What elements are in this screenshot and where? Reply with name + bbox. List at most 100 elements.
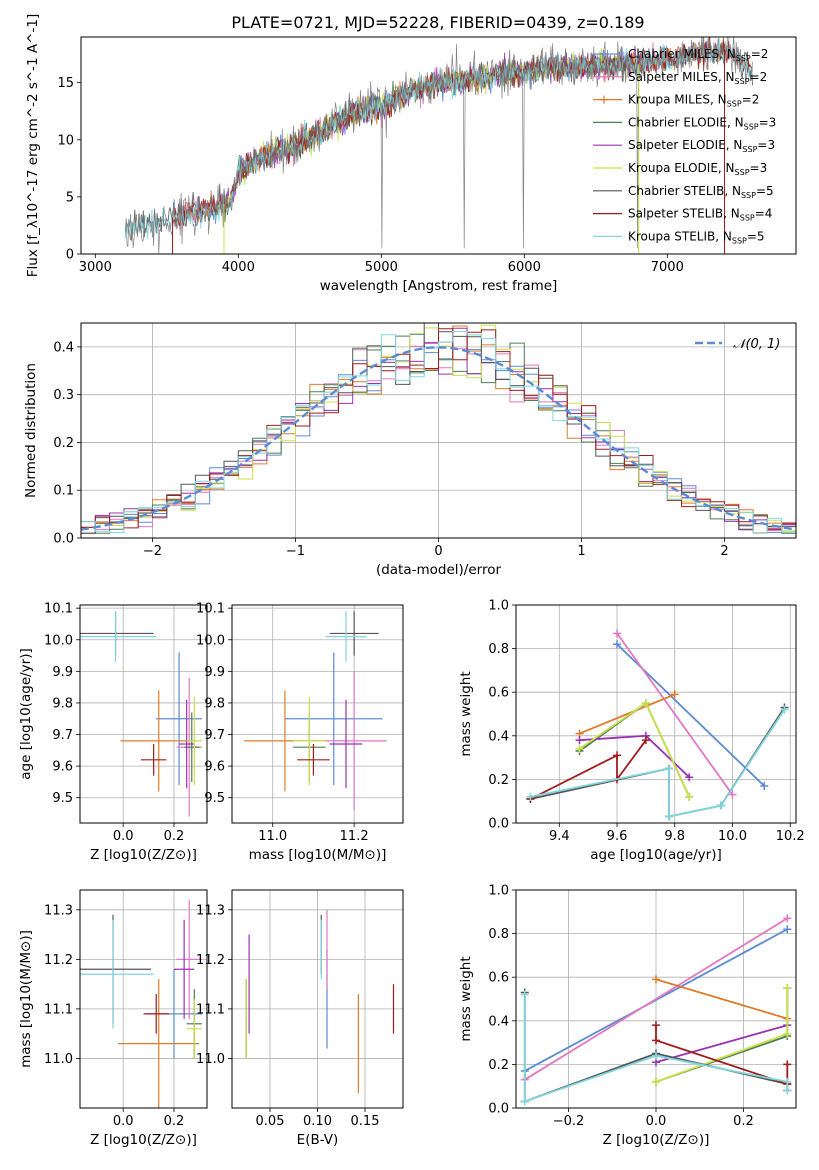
age_vs_mass-ytick-label: 10.1 xyxy=(196,602,225,617)
residuals-ytick-label: 0.4 xyxy=(53,340,74,355)
figure-title: PLATE=0721, MJD=52228, FIBERID=0439, z=0… xyxy=(231,13,644,32)
legend-sub-rest: =2 xyxy=(742,93,760,107)
series-marker-kroupa_stelib xyxy=(526,792,535,801)
mass_vs_Z-ytick-label: 11.0 xyxy=(44,1052,73,1067)
series-marker-kroupa_elodie xyxy=(641,699,650,708)
series-line-kroupa_miles xyxy=(655,978,788,1020)
legend-sub-rest: =2 xyxy=(750,70,768,84)
series-marker-salpeter_elodie xyxy=(575,736,584,745)
spectrum-ytick-label: 15 xyxy=(57,76,74,91)
mass_vs_Z-xlabel: Z [log10(Z/Z⊙)] xyxy=(90,1132,197,1148)
residuals-ytick-label: 0.2 xyxy=(53,436,74,451)
legend-marker-salpeter_miles xyxy=(600,72,608,81)
mass_vs_Z-frame xyxy=(79,889,208,1109)
spectrum-ytick-label: 10 xyxy=(57,133,74,148)
series-marker-salpeter_miles xyxy=(613,629,622,638)
spectrum-xtick-label: 5000 xyxy=(365,260,398,275)
legend-sub: SSP xyxy=(736,54,751,63)
series-marker-salpeter_stelib xyxy=(613,751,622,760)
legend-label-salpeter_miles: Salpeter MILES, NSSP=2 xyxy=(628,70,767,86)
mass_vs_Z-ytick-label: 11.3 xyxy=(44,903,73,918)
weight_vs_age-xtick-label: 9.6 xyxy=(607,829,628,844)
legend-sub: SSP xyxy=(744,122,759,131)
series-marker-kroupa_elodie xyxy=(575,744,584,753)
weight_vs_Z-xlabel: Z [log10(Z/Z⊙)] xyxy=(603,1132,710,1148)
series-line-salpeter_miles xyxy=(524,917,788,1081)
series-marker-kroupa_stelib xyxy=(652,1051,660,1060)
legend-label-chabrier_stelib: Chabrier STELIB, NSSP=5 xyxy=(628,184,774,200)
legend-label-salpeter_stelib: Salpeter STELIB, NSSP=4 xyxy=(628,207,772,223)
weight_vs_age-ytick-label: 1.0 xyxy=(488,599,509,614)
legend-sub: SSP xyxy=(735,77,750,86)
legend-label-kroupa_elodie: Kroupa ELODIE, NSSP=3 xyxy=(628,161,767,177)
legend-sub: SSP xyxy=(740,214,755,223)
age_vs_Z-ytick-label: 9.5 xyxy=(52,791,73,806)
series-marker-kroupa_stelib xyxy=(664,812,673,821)
weight_vs_Z-xtick-label: −0.2 xyxy=(553,1114,585,1129)
legend-normal-label: 𝒩(0, 1) xyxy=(733,337,780,352)
weight_vs_Z-series xyxy=(520,914,792,1106)
mass_vs_ebv-xtick-label: 0.05 xyxy=(256,1114,285,1129)
series-marker-kroupa_stelib xyxy=(783,1086,792,1095)
age_vs_mass-ytick-label: 9.7 xyxy=(204,728,225,743)
weight_vs_age-xtick-label: 9.4 xyxy=(549,829,570,844)
series-marker-kroupa_stelib xyxy=(520,990,529,999)
weight_vs_age-ytick-label: 0.6 xyxy=(488,686,509,701)
mass_vs_Z-xtick-label: 0.2 xyxy=(164,1114,185,1129)
mass_vs_ebv-ytick-label: 11.1 xyxy=(196,1002,225,1017)
mass_vs_ebv-ytick-label: 11.3 xyxy=(196,903,225,918)
age_vs_Z-ytick-label: 9.9 xyxy=(52,665,73,680)
age_vs_mass-ytick-label: 9.5 xyxy=(204,791,225,806)
series-marker-kroupa_elodie xyxy=(783,984,792,993)
weight_vs_age-axes: 9.4 9.6 9.8 10.0 10.2 0.0 0.2 0.4 0.6 0.8 1.0 age [… xyxy=(458,599,805,864)
age_vs_mass-ytick-label: 9.8 xyxy=(204,696,225,711)
weight_vs_Z-ytick-label: 0.2 xyxy=(488,1058,509,1073)
legend-label-chabrier_miles: Chabrier MILES, NSSP=2 xyxy=(628,47,768,63)
residuals-xtick-label: 0 xyxy=(434,544,442,559)
weight_vs_age-xtick-label: 10.0 xyxy=(718,829,747,844)
series-marker-chabrier_miles xyxy=(613,640,622,649)
weight_vs_age-ylabel: mass weight xyxy=(458,671,474,756)
weight_vs_Z-ylabel: mass weight xyxy=(458,956,474,1041)
residuals-ylabel: Normed distribution xyxy=(23,363,39,498)
age_vs_Z-points xyxy=(80,611,202,817)
spectrum-lines xyxy=(124,37,753,254)
legend-sub-rest: =5 xyxy=(756,184,774,198)
weight_vs_age-ytick-label: 0.2 xyxy=(488,773,509,788)
residuals-xtick-label: 1 xyxy=(577,544,585,559)
legend-sub: SSP xyxy=(735,168,750,177)
weight_vs_age-ytick-label: 0.0 xyxy=(488,817,509,832)
residuals-ytick-label: 0.0 xyxy=(53,532,74,547)
legend-sub-rest: =4 xyxy=(755,207,773,221)
residuals-xtick-label: −1 xyxy=(286,544,305,559)
spectrum-frame xyxy=(80,36,797,255)
normal-curve xyxy=(81,346,796,531)
mass_vs_ebv-xtick-label: 0.10 xyxy=(303,1114,332,1129)
weight_vs_age-xtick-label: 10.2 xyxy=(776,829,805,844)
series-marker-kroupa_stelib xyxy=(783,1077,792,1086)
mass_vs_ebv-frame xyxy=(231,889,404,1109)
weight_vs_age-frame xyxy=(515,604,797,824)
series-marker-kroupa_stelib xyxy=(520,1097,529,1106)
age_vs_mass-xtick-label: 11.0 xyxy=(258,829,287,844)
legend-sub-rest: =3 xyxy=(759,115,777,129)
mass_vs_ebv-xlabel: E(B-V) xyxy=(297,1132,339,1148)
spectrum-xtick-label: 4000 xyxy=(222,260,255,275)
legend-sub-rest: =5 xyxy=(747,229,765,243)
mass_vs_Z-points xyxy=(80,899,202,1108)
age_vs_mass-xtick-label: 11.2 xyxy=(340,829,369,844)
legend-label-kroupa_miles: Kroupa MILES, NSSP=2 xyxy=(628,93,759,109)
series-marker-kroupa_elodie xyxy=(685,792,694,801)
series-marker-chabrier_miles xyxy=(783,925,792,934)
age_vs_mass-frame xyxy=(231,604,404,824)
residuals-xtick-label: −2 xyxy=(143,544,162,559)
age_vs_mass-ytick-label: 9.9 xyxy=(204,665,225,680)
spectrum-ytick-label: 0 xyxy=(66,248,74,263)
series-marker-kroupa_elodie xyxy=(783,1029,792,1038)
mass_vs_Z-ylabel: mass [log10(M/M⊙)] xyxy=(18,930,34,1068)
age_vs_Z-ytick-label: 10.0 xyxy=(44,633,73,648)
mass_vs_ebv-points xyxy=(245,909,395,1094)
weight_vs_age-ytick-label: 0.8 xyxy=(488,642,509,657)
weight_vs_age-xlabel: age [log10(age/yr)] xyxy=(590,847,722,863)
spectrum-ytick-label: 5 xyxy=(66,190,74,205)
